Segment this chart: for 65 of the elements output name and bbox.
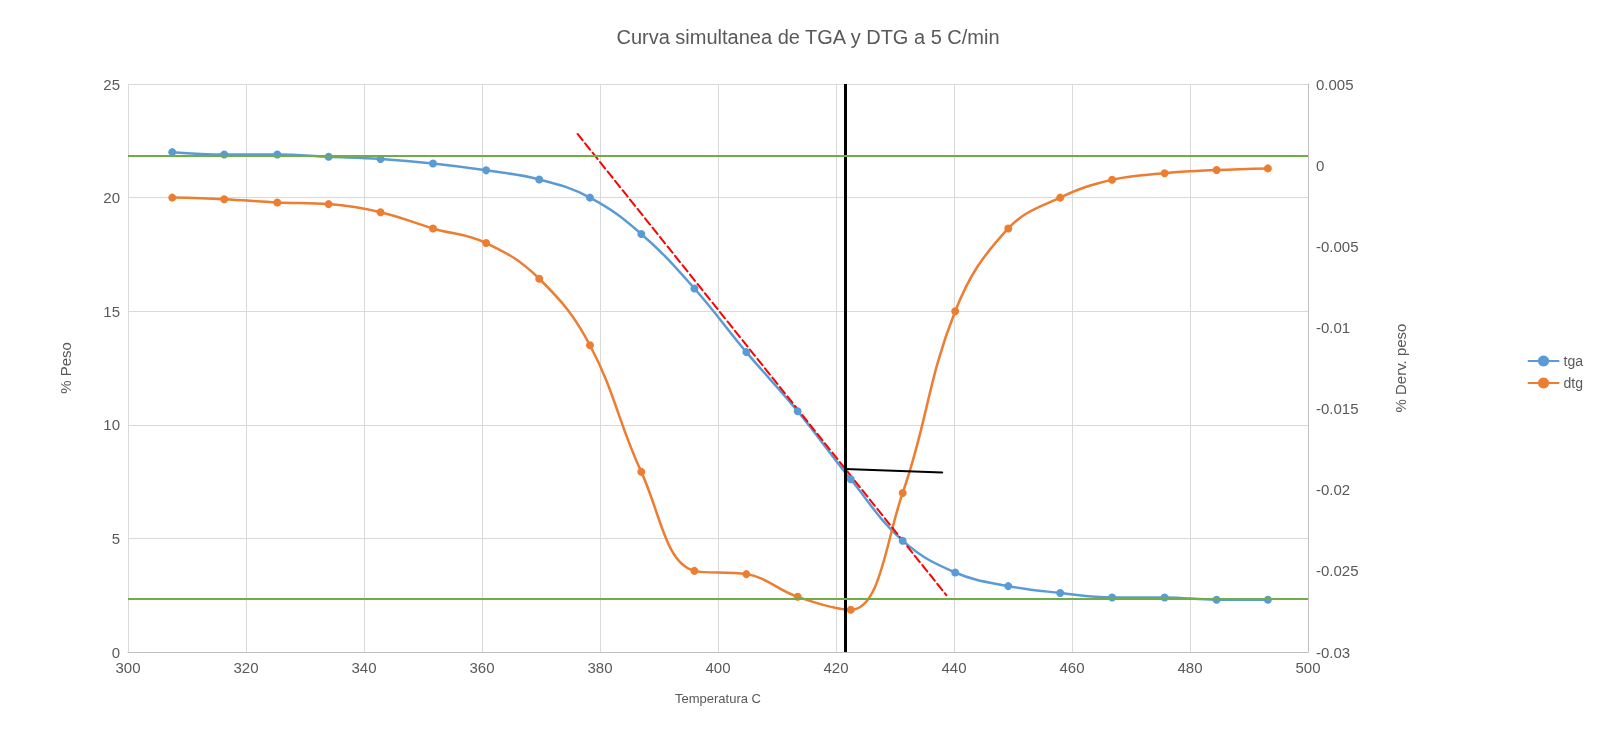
x-tick-label: 440 xyxy=(941,659,967,676)
point xyxy=(898,488,907,497)
point xyxy=(1263,164,1272,173)
legend-label: tga xyxy=(1563,353,1584,369)
point xyxy=(376,208,385,217)
legend-label: dtg xyxy=(1563,375,1584,391)
x-tick-label: 340 xyxy=(351,659,377,676)
point xyxy=(637,467,646,476)
x-tick-label: 460 xyxy=(1059,659,1085,676)
x-tick-label: 360 xyxy=(469,659,495,676)
y2-tick-label: -0.005 xyxy=(1316,237,1359,255)
point xyxy=(535,274,544,283)
point xyxy=(1004,582,1013,591)
point xyxy=(585,193,594,202)
point xyxy=(585,341,594,350)
point xyxy=(898,536,907,545)
y2-tick-label: 0 xyxy=(1316,156,1325,174)
point xyxy=(793,407,802,416)
y2-axis-title: % Derv. peso xyxy=(1392,323,1409,413)
point xyxy=(742,348,751,357)
y-tick-label: 10 xyxy=(103,416,120,434)
x-tick-label: 320 xyxy=(233,659,259,676)
point xyxy=(482,166,491,175)
point xyxy=(1160,169,1169,178)
x-tick-label: 380 xyxy=(587,659,613,676)
y-tick-label: 25 xyxy=(103,75,120,93)
point xyxy=(690,284,699,293)
point xyxy=(273,198,282,207)
x-tick-label: 400 xyxy=(705,659,731,676)
x-tick-label: 480 xyxy=(1177,659,1203,676)
point xyxy=(482,239,491,248)
point xyxy=(1004,224,1013,233)
y-tick-label: 0 xyxy=(111,643,120,661)
y-tick-label: 5 xyxy=(111,529,120,547)
point xyxy=(324,200,333,209)
point xyxy=(535,175,544,184)
point xyxy=(1056,588,1065,597)
point xyxy=(220,195,229,204)
point xyxy=(951,568,960,577)
point xyxy=(951,307,960,316)
y2-tick-label: 0.005 xyxy=(1316,75,1354,93)
x-axis-title: Temperatura C xyxy=(675,691,761,706)
point xyxy=(429,224,438,233)
x-tick-label: 420 xyxy=(823,659,849,676)
point xyxy=(429,159,438,168)
y2-tick-label: -0.015 xyxy=(1316,400,1359,418)
point xyxy=(1212,166,1221,175)
y2-tick-label: -0.01 xyxy=(1316,318,1351,336)
y-axis-title: % Peso xyxy=(57,342,74,394)
y-tick-label: 15 xyxy=(103,302,120,320)
y2-tick-label: -0.03 xyxy=(1316,643,1351,661)
point xyxy=(690,566,699,575)
point xyxy=(637,229,646,238)
y2-tick-label: -0.025 xyxy=(1316,562,1359,580)
x-tick-label: 500 xyxy=(1295,659,1321,676)
x-tick-label: 300 xyxy=(115,659,141,676)
point xyxy=(846,475,855,484)
point xyxy=(742,570,751,579)
point xyxy=(1056,193,1065,202)
point xyxy=(1108,175,1117,184)
point xyxy=(846,605,855,614)
y-tick-label: 20 xyxy=(103,189,120,207)
y2-tick-label: -0.02 xyxy=(1316,481,1351,499)
chart-title: Curva simultanea de TGA y DTG a 5 C/min xyxy=(616,26,1000,48)
point xyxy=(168,193,177,202)
